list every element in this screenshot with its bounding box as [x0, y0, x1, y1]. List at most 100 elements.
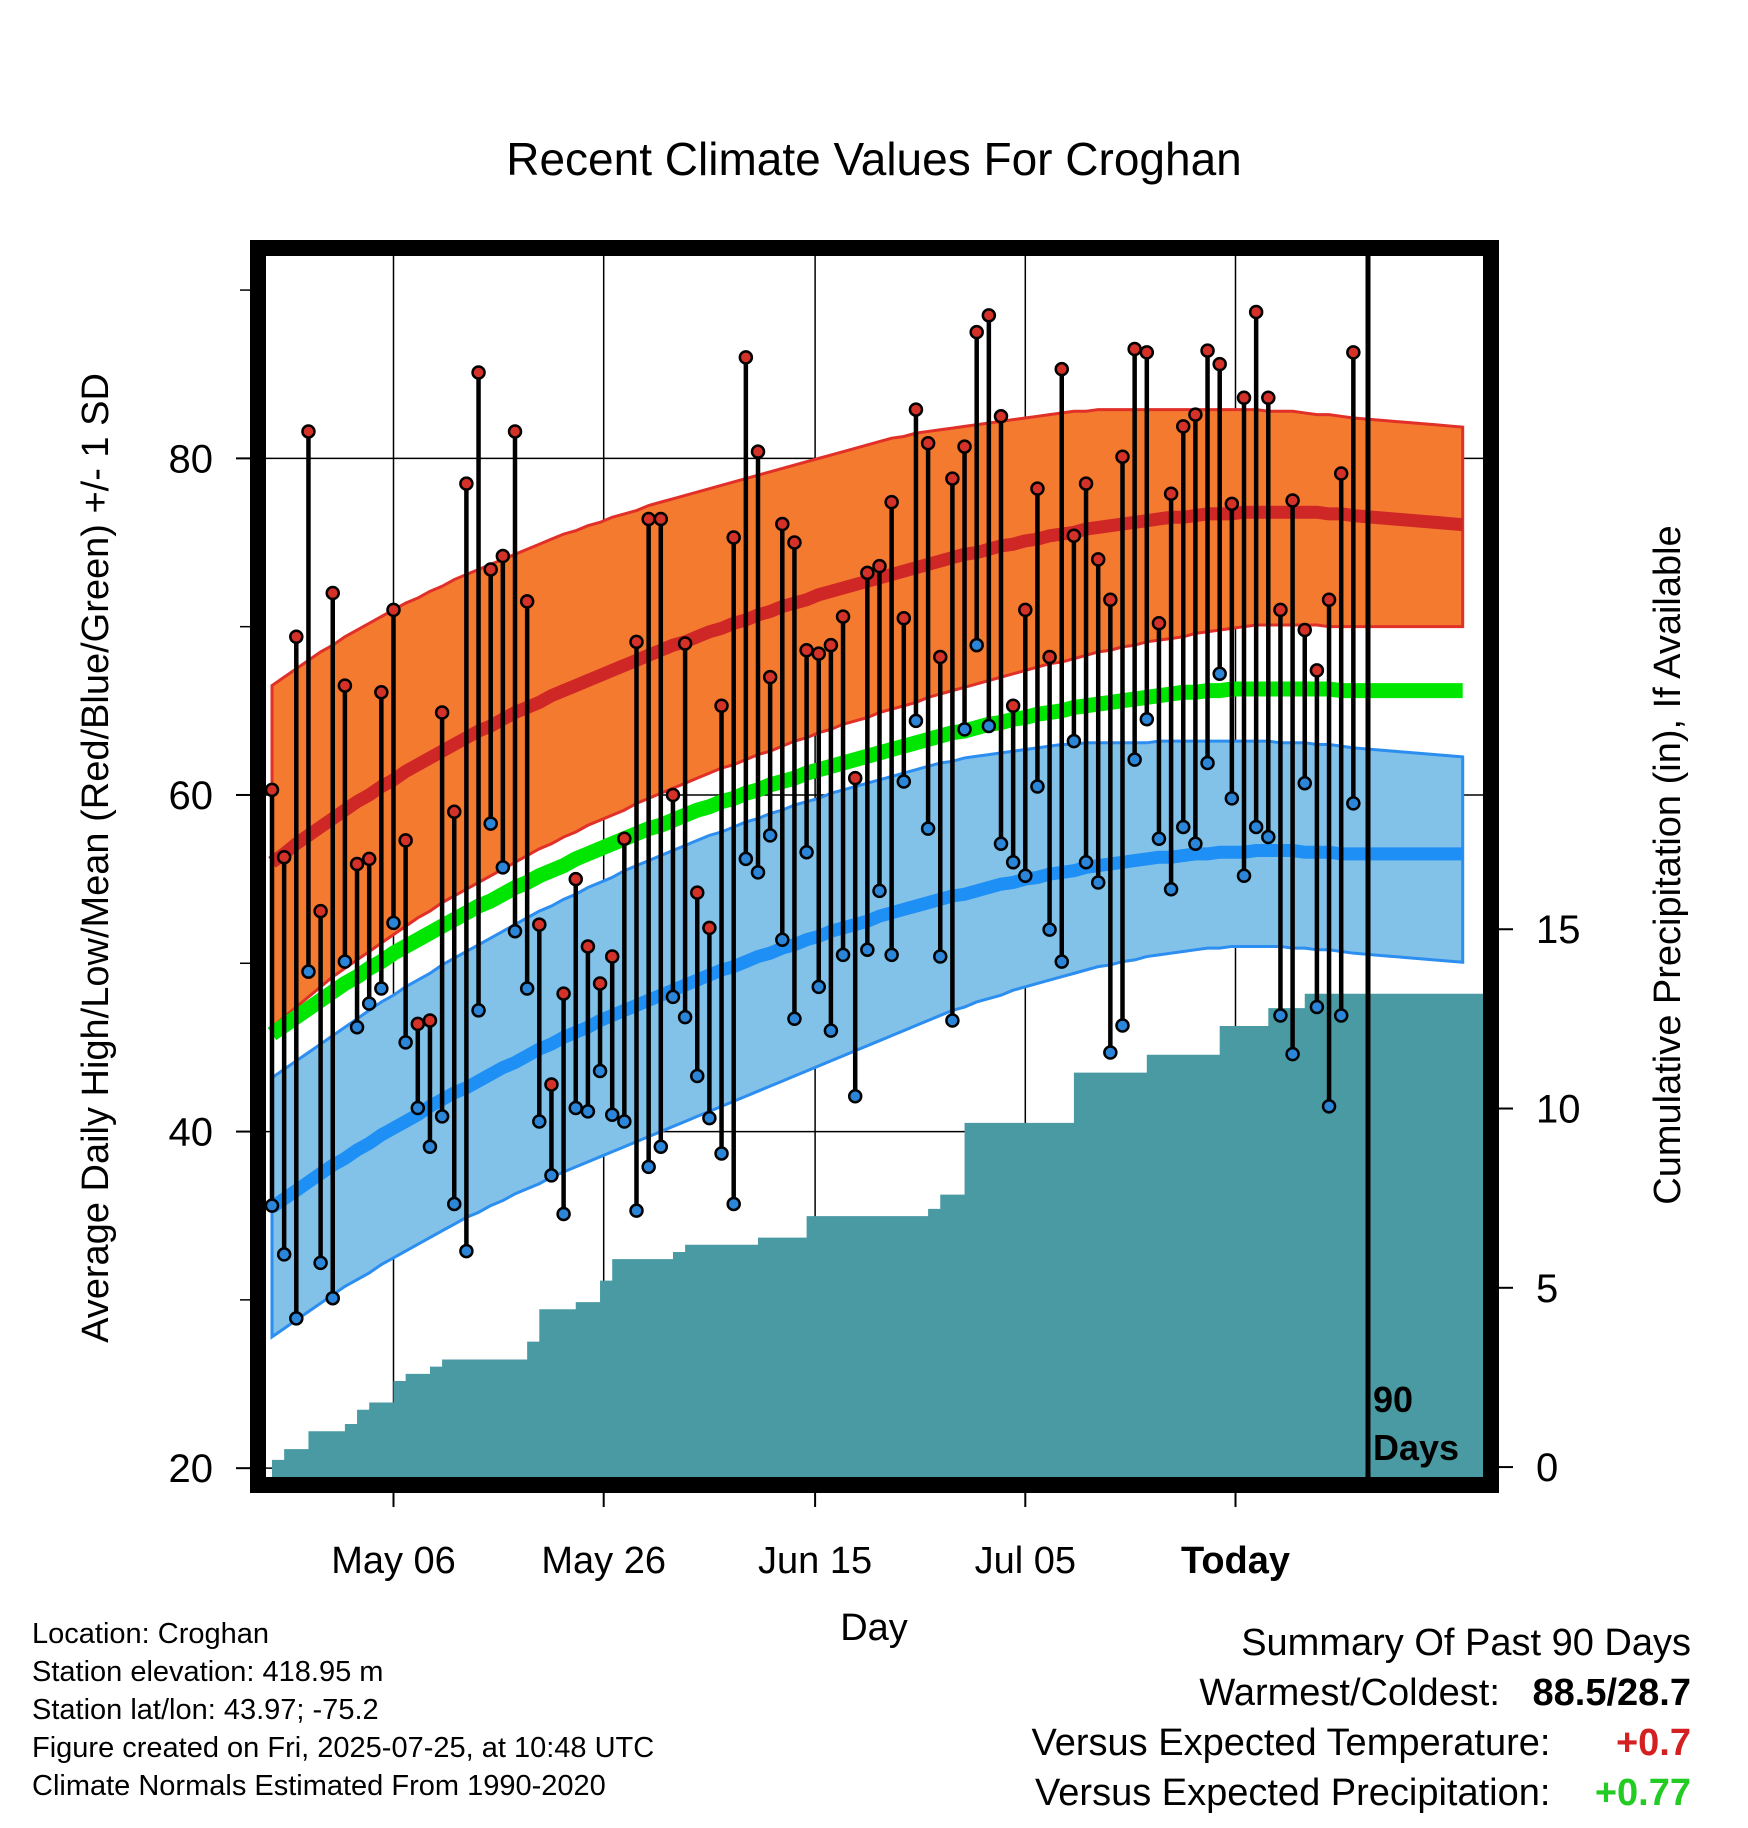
summary-title: Summary Of Past 90 Days [1241, 1622, 1691, 1664]
daily-high-point [872, 558, 887, 574]
summary-panel: Summary Of Past 90 Days Warmest/Coldest:… [1032, 1618, 1691, 1818]
daily-low-point [750, 865, 766, 880]
daily-high-point [1139, 345, 1155, 360]
daily-high-point [1297, 622, 1312, 638]
daily-range-sticks [269, 311, 1356, 1319]
daily-low-point [361, 996, 377, 1011]
daily-low-point [860, 942, 875, 958]
daily-high-point [604, 949, 620, 964]
daily-low-point [1139, 711, 1155, 727]
daily-low-point [1212, 666, 1227, 682]
y-tick-label: 40 [169, 1111, 214, 1155]
daily-high-point [264, 782, 280, 798]
daily-low-point [726, 1196, 741, 1212]
daily-high-point [920, 435, 936, 451]
period-label-line1: 90 [1373, 1379, 1413, 1420]
daily-low-point [1297, 775, 1312, 791]
daily-low-point [580, 1104, 596, 1119]
daily-low-point [617, 1114, 632, 1129]
daily-low-point [301, 964, 316, 979]
daily-high-point [410, 1016, 426, 1032]
y2-axis-label: Cumulative Precipitation (in), If Availa… [1647, 525, 1689, 1204]
daily-low-point [799, 844, 814, 860]
daily-low-point [1018, 868, 1033, 884]
daily-high-point [1115, 449, 1130, 464]
daily-high-point [289, 629, 304, 645]
station-info: Location: Croghan Station elevation: 418… [32, 1615, 654, 1805]
daily-low-point [1309, 999, 1325, 1015]
x-axis: May 06 May 26 Jun 15 Jul 05 Today [331, 1493, 1290, 1582]
daily-high-point [1127, 341, 1142, 357]
cumulative-precip-area [272, 993, 1491, 1485]
daily-high-point [993, 409, 1009, 424]
daily-low-point [386, 915, 401, 931]
daily-high-point [933, 649, 948, 665]
daily-low-point [1030, 779, 1045, 794]
precip-label: Versus Expected Precipitation: [1035, 1772, 1551, 1814]
daily-low-point [1066, 733, 1082, 749]
daily-high-point [714, 698, 729, 714]
daily-high-point [276, 849, 292, 865]
daily-low-point [604, 1107, 620, 1122]
daily-low-point [471, 1003, 486, 1018]
daily-high-point [301, 424, 316, 439]
warmest-value: 88.5 [1532, 1672, 1607, 1714]
daily-high-point [1224, 496, 1240, 512]
daily-high-point [1248, 304, 1264, 320]
daily-high-point [532, 917, 547, 932]
daily-low-point [1224, 791, 1240, 806]
daily-low-point [896, 774, 912, 789]
daily-high-point [519, 594, 535, 609]
daily-high-point [1212, 356, 1227, 372]
x-tick-label: Today [1181, 1540, 1290, 1582]
daily-high-point [568, 871, 583, 887]
daily-high-point [799, 642, 814, 658]
y2-tick-label: 10 [1536, 1088, 1581, 1132]
elevation-text: Station elevation: 418.95 m [32, 1656, 384, 1688]
daily-low-point [398, 1035, 413, 1050]
daily-high-point [495, 548, 511, 564]
daily-low-point [665, 989, 681, 1005]
daily-low-point [556, 1206, 571, 1222]
daily-low-point [447, 1196, 462, 1212]
daily-high-point [981, 308, 997, 323]
daily-high-point [1321, 592, 1337, 607]
daily-high-point [726, 530, 741, 545]
daily-low-point [1333, 1008, 1349, 1023]
daily-high-point [1188, 407, 1203, 422]
daily-high-point [896, 611, 912, 626]
daily-high-point [860, 565, 875, 581]
daily-high-point [787, 535, 802, 550]
y-tick-label: 60 [169, 774, 214, 818]
daily-high-point [690, 885, 705, 900]
daily-high-point [1005, 698, 1021, 714]
daily-low-point [459, 1243, 474, 1259]
x-tick-label: Jul 05 [975, 1540, 1076, 1582]
daily-high-point [775, 516, 790, 532]
daily-low-point [434, 1109, 450, 1124]
daily-high-point [580, 939, 596, 954]
daily-low-point [507, 924, 523, 939]
daily-high-point [1030, 481, 1045, 496]
y2-axis: 0 5 10 15 [1499, 908, 1581, 1490]
daily-low-point [495, 860, 511, 875]
daily-low-point [1176, 819, 1191, 835]
daily-high-point [592, 976, 608, 991]
daily-low-point [702, 1110, 717, 1126]
daily-high-point [702, 920, 717, 936]
daily-high-point [835, 609, 851, 624]
daily-high-point [1285, 493, 1300, 508]
daily-low-point [1042, 922, 1057, 937]
daily-high-point [1054, 361, 1069, 377]
daily-low-point [714, 1146, 729, 1161]
daily-high-point [507, 424, 523, 439]
daily-low-point [1078, 855, 1094, 870]
daily-high-point [337, 678, 353, 693]
y-tick-label: 20 [169, 1447, 214, 1491]
daily-low-point [787, 1011, 802, 1027]
daily-low-point [945, 1013, 960, 1028]
y-axis-label: Average Daily High/Low/Mean (Red/Blue/Gr… [75, 373, 117, 1343]
daily-high-point [471, 365, 486, 380]
latlon-text: Station lat/lon: 43.97; -75.2 [32, 1694, 379, 1726]
